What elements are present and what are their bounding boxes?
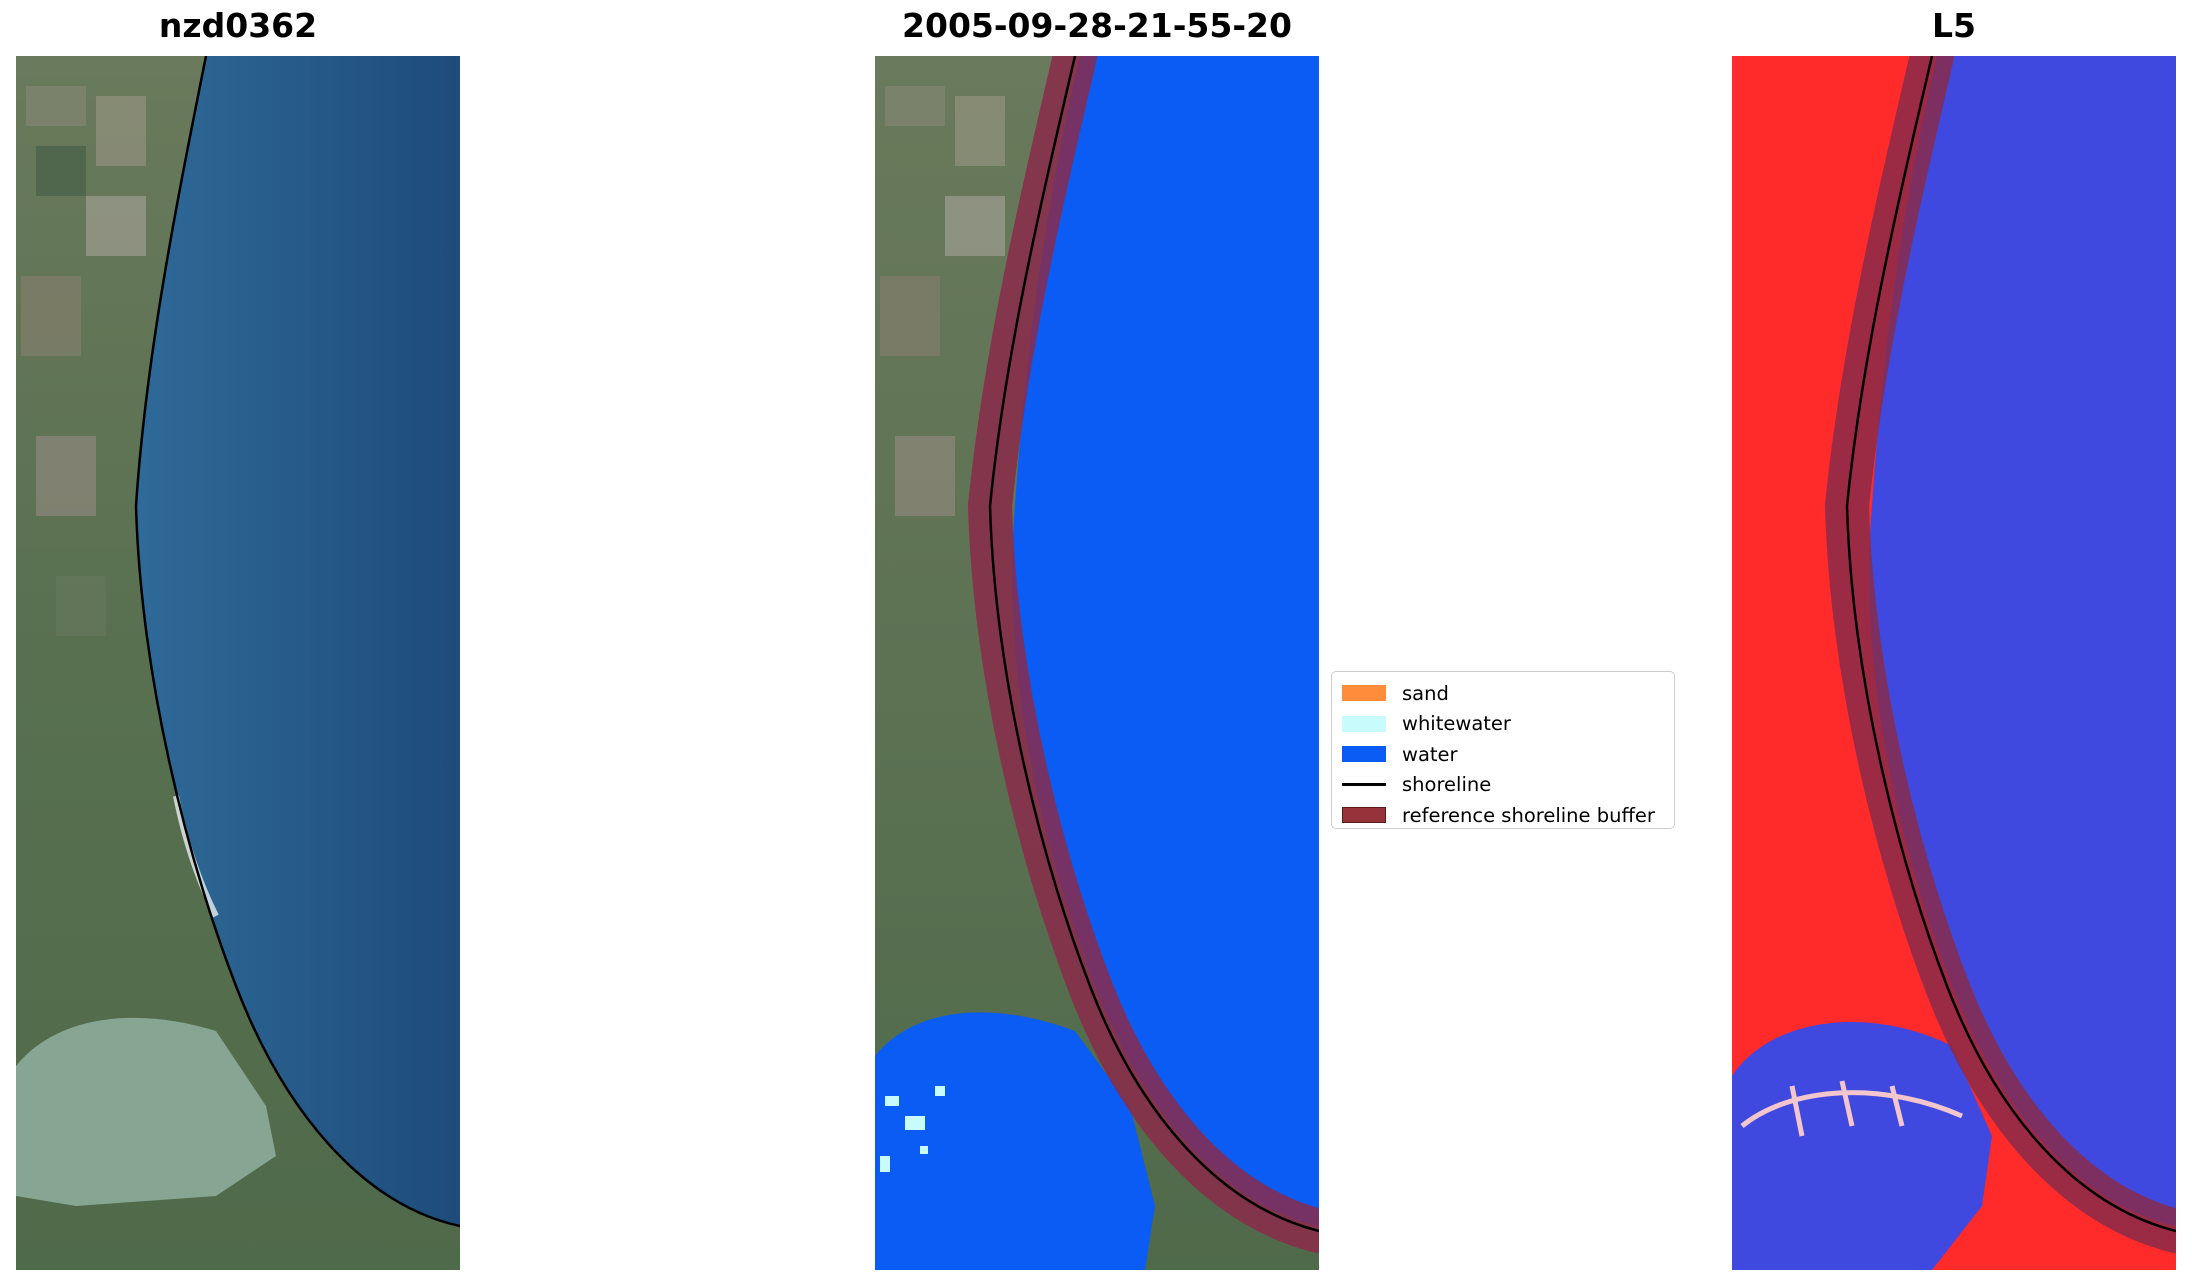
buffer-swatch — [1342, 807, 1386, 824]
panel-title-classification: 2005-09-28-21-55-20 — [902, 6, 1292, 45]
sand-swatch — [1342, 685, 1386, 702]
index-panel — [1732, 56, 2176, 1270]
legend-label: shoreline — [1402, 773, 1492, 797]
legend-item-shoreline: shoreline — [1342, 770, 1664, 801]
water-swatch — [1342, 746, 1386, 763]
shoreline-line — [134, 56, 460, 1228]
whitewater-class — [880, 1086, 945, 1172]
sea-area — [136, 56, 460, 1226]
shoreline-line — [1845, 56, 2176, 1233]
legend-item-water: water — [1342, 739, 1664, 770]
farm-fields — [880, 86, 1005, 516]
rgb-image-panel — [16, 56, 460, 1270]
legend-item-buffer: reference shoreline buffer — [1342, 800, 1664, 831]
legend-label: water — [1402, 742, 1458, 766]
legend-label: reference shoreline buffer — [1402, 803, 1655, 827]
panel-title-index: L5 — [1932, 6, 1976, 45]
panel-title-rgb: nzd0362 — [158, 6, 318, 45]
legend-item-whitewater: whitewater — [1342, 709, 1664, 740]
legend-item-sand: sand — [1342, 678, 1664, 709]
shoreline-swatch — [1342, 783, 1386, 787]
farm-fields — [21, 86, 146, 636]
legend-label: whitewater — [1402, 712, 1511, 736]
legend-label: sand — [1402, 681, 1449, 705]
classification-panel — [875, 56, 1319, 1270]
shoreline-line — [988, 56, 1319, 1233]
legend: sand whitewater water shoreline referenc… — [1331, 671, 1675, 829]
lagoon — [16, 1017, 276, 1206]
water-class-lagoon — [875, 1012, 1155, 1270]
lagoon-bunds — [1740, 1080, 1964, 1137]
water-index-lagoon — [1732, 1022, 1992, 1270]
whitewater-swatch — [1342, 715, 1386, 732]
